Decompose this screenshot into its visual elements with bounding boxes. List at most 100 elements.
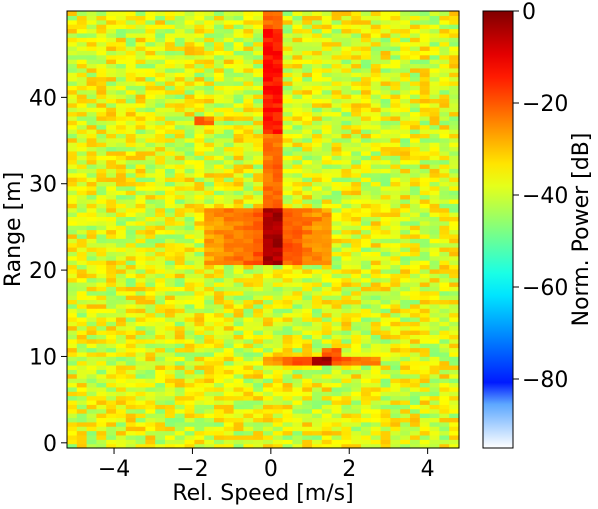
heatmap-cell <box>174 24 186 30</box>
heatmap-cell <box>429 72 440 78</box>
heatmap-cell <box>165 330 176 335</box>
heatmap-cell <box>449 273 460 279</box>
heatmap-cell <box>135 351 146 357</box>
heatmap-cell <box>86 185 97 191</box>
heatmap-cell <box>253 343 264 349</box>
heatmap-cell <box>351 399 362 405</box>
heatmap-cell <box>194 229 205 235</box>
heatmap-cell <box>370 308 382 314</box>
heatmap-cell <box>184 439 195 445</box>
heatmap-cell <box>145 194 156 200</box>
heatmap-cell <box>194 439 205 445</box>
heatmap-cell <box>272 330 284 335</box>
heatmap-cell <box>155 190 166 196</box>
heatmap-cell <box>214 246 225 252</box>
heatmap-cell <box>204 421 215 427</box>
heatmap-cell <box>96 413 107 419</box>
heatmap-cell <box>282 386 293 392</box>
heatmap-cell <box>145 172 156 178</box>
heatmap-cell <box>194 386 205 392</box>
heatmap-cell <box>86 408 97 414</box>
heatmap-cell <box>155 102 166 108</box>
heatmap-cell <box>86 229 97 235</box>
heatmap-cell <box>321 334 333 340</box>
heatmap-cell <box>351 312 362 318</box>
heatmap-cell <box>449 316 460 322</box>
heatmap-cell <box>263 382 274 388</box>
heatmap-cell <box>380 273 391 279</box>
heatmap-cell <box>351 50 362 56</box>
heatmap-cell <box>449 399 460 405</box>
heatmap-cell <box>263 41 274 47</box>
heatmap-cell <box>449 338 460 344</box>
heatmap-cell <box>331 382 342 388</box>
heatmap-cell <box>370 133 382 139</box>
heatmap-cell <box>361 207 372 213</box>
heatmap-cell <box>282 50 293 56</box>
heatmap-cell <box>282 24 293 30</box>
heatmap-cell <box>194 391 205 397</box>
heatmap-cell <box>125 281 137 287</box>
heatmap-cell <box>243 421 254 427</box>
heatmap-cell <box>390 338 401 344</box>
heatmap-cell <box>86 94 97 99</box>
heatmap-cell <box>321 281 333 287</box>
heatmap-cell <box>449 264 460 270</box>
heatmap-cell <box>253 338 264 344</box>
heatmap-cell <box>272 242 284 248</box>
heatmap-cell <box>145 190 156 196</box>
heatmap-cell <box>321 299 333 305</box>
heatmap-cell <box>86 364 97 370</box>
heatmap-cell <box>233 273 244 279</box>
heatmap-cell <box>96 37 107 43</box>
heatmap-cell <box>321 399 333 405</box>
heatmap-cell <box>165 177 176 183</box>
heatmap-cell <box>263 404 274 410</box>
heatmap-cell <box>194 115 205 121</box>
heatmap-cell <box>243 207 254 213</box>
heatmap-cell <box>223 172 235 178</box>
heatmap-cell <box>67 430 78 436</box>
heatmap-cell <box>341 67 352 73</box>
heatmap-cell <box>76 45 88 51</box>
heatmap-cell <box>272 203 284 209</box>
heatmap-cell <box>361 408 372 414</box>
heatmap-cell <box>165 89 176 95</box>
heatmap-cell <box>312 360 323 366</box>
heatmap-cell <box>429 190 440 196</box>
heatmap-cell <box>429 85 440 91</box>
heatmap-cell <box>292 399 303 405</box>
heatmap-cell <box>361 321 372 327</box>
heatmap-cell <box>155 330 166 335</box>
heatmap-cell <box>125 439 137 445</box>
heatmap-cell <box>184 356 195 362</box>
heatmap-cell <box>390 430 401 436</box>
heatmap-cell <box>194 268 205 274</box>
heatmap-cell <box>449 98 460 104</box>
heatmap-cell <box>96 28 107 34</box>
heatmap-cell <box>390 120 401 126</box>
heatmap-cell <box>174 330 186 335</box>
heatmap-cell <box>106 45 117 51</box>
heatmap-cell <box>263 295 274 301</box>
heatmap-cell <box>380 286 391 292</box>
heatmap-cell <box>370 260 382 266</box>
heatmap-cell <box>400 295 411 301</box>
heatmap-cell <box>302 277 313 283</box>
heatmap-cell <box>263 150 274 156</box>
heatmap-cell <box>145 76 156 82</box>
heatmap-cell <box>184 399 195 405</box>
heatmap-cell <box>410 225 421 231</box>
heatmap-cell <box>410 404 421 410</box>
heatmap-cell <box>331 229 342 235</box>
heatmap-cell <box>253 408 264 414</box>
heatmap-cell <box>204 133 215 139</box>
heatmap-cell <box>165 15 176 21</box>
heatmap-cell <box>400 120 411 126</box>
heatmap-cell <box>243 308 254 314</box>
heatmap-cell <box>419 198 431 204</box>
heatmap-cell <box>282 11 293 16</box>
heatmap-cell <box>302 321 313 327</box>
heatmap-cell <box>351 378 362 384</box>
heatmap-cell <box>106 194 117 200</box>
